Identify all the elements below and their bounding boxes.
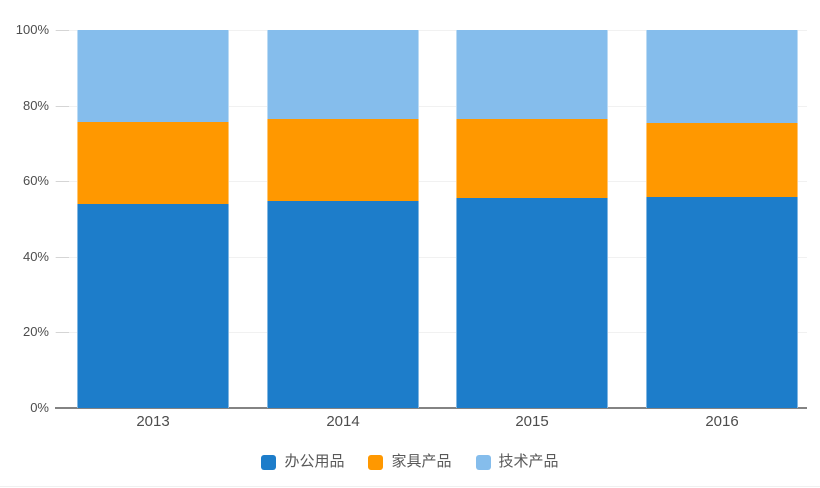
bar-2013 <box>77 30 229 408</box>
y-axis-label: 80% <box>22 98 49 113</box>
y-axis-label: 0% <box>30 400 49 415</box>
x-axis-label-2013: 2013 <box>136 413 170 430</box>
gridline <box>55 181 807 182</box>
y-axis-label: 40% <box>22 249 49 264</box>
legend-item-家具产品[interactable]: 家具产品 <box>368 453 452 471</box>
x-axis-label-2015: 2015 <box>515 413 549 430</box>
y-axis-label: 100% <box>15 22 49 37</box>
bar-2016 <box>646 30 798 408</box>
bar-segment-2013-家具产品[interactable] <box>77 122 229 204</box>
bar-segment-2013-办公用品[interactable] <box>77 204 229 408</box>
bar-segment-2013-技术产品[interactable] <box>77 30 229 122</box>
bar-segment-2014-技术产品[interactable] <box>267 30 419 119</box>
x-axis-baseline <box>55 407 807 409</box>
y-axis-label: 20% <box>22 324 49 339</box>
bar-segment-2014-家具产品[interactable] <box>267 119 419 201</box>
x-axis-label-2014: 2014 <box>326 413 360 430</box>
y-axis-tick <box>56 30 69 31</box>
legend-swatch-icon <box>261 454 277 470</box>
bar-segment-2015-技术产品[interactable] <box>456 30 608 119</box>
legend-item-技术产品[interactable]: 技术产品 <box>475 453 559 471</box>
bar-segment-2015-家具产品[interactable] <box>456 119 608 198</box>
y-axis-label: 60% <box>22 173 49 188</box>
legend-swatch-icon <box>368 454 384 470</box>
legend-item-办公用品[interactable]: 办公用品 <box>261 453 344 471</box>
bar-segment-2015-办公用品[interactable] <box>456 198 608 408</box>
gridline <box>55 257 807 258</box>
bar-2014 <box>267 30 419 408</box>
bar-segment-2016-办公用品[interactable] <box>646 197 798 408</box>
bar-segment-2016-技术产品[interactable] <box>646 30 798 123</box>
y-axis-tick <box>56 257 69 258</box>
x-axis-label-2016: 2016 <box>705 413 739 430</box>
chart-bottom-divider <box>0 486 820 487</box>
bar-segment-2016-家具产品[interactable] <box>646 123 798 197</box>
legend-label: 家具产品 <box>391 453 452 470</box>
y-axis-tick <box>56 181 69 182</box>
legend-label: 技术产品 <box>498 453 559 470</box>
bar-2015 <box>456 30 608 408</box>
gridline <box>55 332 807 333</box>
y-axis-tick <box>56 332 69 333</box>
bar-segment-2014-办公用品[interactable] <box>267 201 419 408</box>
legend-swatch-icon <box>475 454 491 470</box>
gridline <box>55 30 807 31</box>
legend: 办公用品 家具产品 技术产品 <box>0 453 820 471</box>
y-axis-tick <box>56 106 69 107</box>
gridline <box>55 106 807 107</box>
legend-label: 办公用品 <box>284 453 345 470</box>
